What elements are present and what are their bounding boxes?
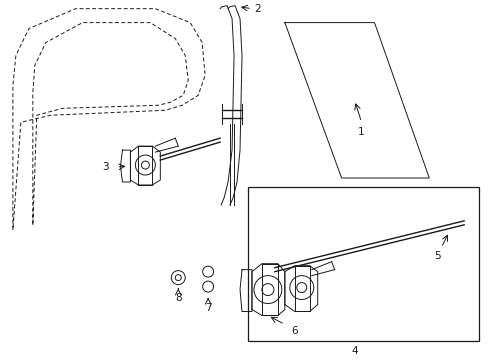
Text: 4: 4 xyxy=(350,346,357,356)
Text: 7: 7 xyxy=(204,302,211,312)
Text: 1: 1 xyxy=(358,127,364,137)
Bar xyxy=(247,187,478,341)
Text: 2: 2 xyxy=(254,4,261,14)
Text: 5: 5 xyxy=(433,251,440,261)
Text: 8: 8 xyxy=(175,293,181,302)
Text: 6: 6 xyxy=(291,327,298,336)
Text: 3: 3 xyxy=(102,162,109,172)
